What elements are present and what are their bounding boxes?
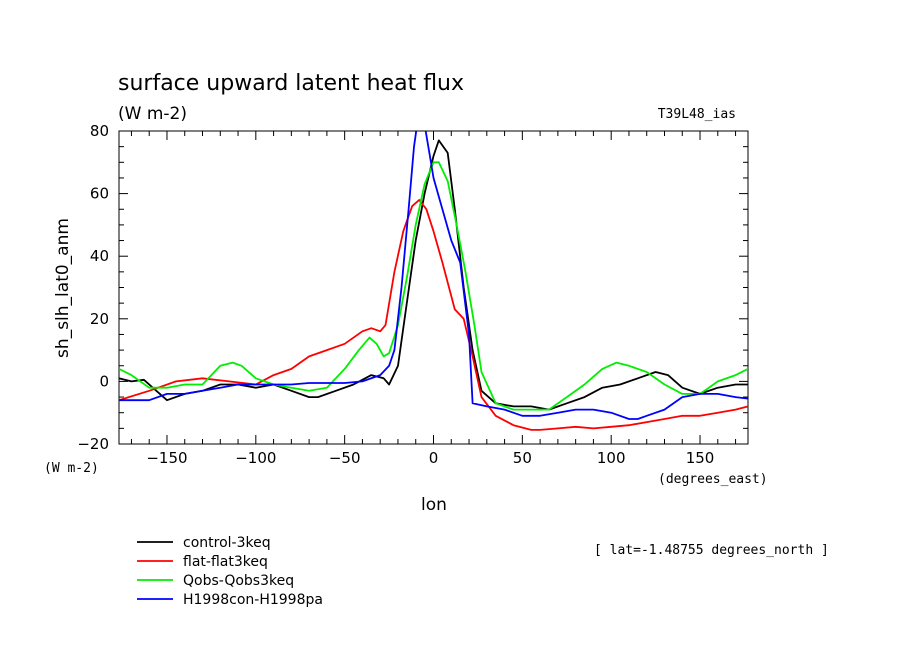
y-axis-label: sh_slh_lat0_anm xyxy=(53,218,73,358)
series-line-H1998con-H1998pa xyxy=(119,131,748,420)
y-axis-units: (W m-2) xyxy=(44,461,99,476)
x-axis-units: (degrees_east) xyxy=(658,472,768,487)
x-tick-label: −150 xyxy=(146,449,187,467)
legend-label: H1998con-H1998pa xyxy=(183,592,323,608)
chart-title: surface upward latent heat flux xyxy=(118,71,464,96)
legend-label: control-3keq xyxy=(183,535,271,551)
series-line-flat-flat3keq xyxy=(119,199,748,431)
legend-label: Qobs-Qobs3keq xyxy=(183,573,294,589)
title-units: (W m-2) xyxy=(118,104,187,124)
y-tick-label: 80 xyxy=(90,122,109,140)
plot-area: −150 −100 −50 0 50 100 150 −20 0 20 40 60 80 xyxy=(77,122,749,467)
series-line-Qobs-Qobs3keq xyxy=(119,161,748,411)
x-tick-label: −50 xyxy=(329,449,361,467)
x-tick-label: 0 xyxy=(429,449,439,467)
legend: control-3keq flat-flat3keq Qobs-Qobs3keq H1… xyxy=(137,535,323,608)
x-axis-label: lon xyxy=(421,495,447,515)
x-tick-label: −100 xyxy=(235,449,276,467)
latitude-annotation: [ lat=-1.48755 degrees_north ] xyxy=(594,543,829,558)
x-tick-label: 50 xyxy=(513,449,532,467)
y-tick-label: 40 xyxy=(90,247,109,265)
legend-label: flat-flat3keq xyxy=(183,554,268,570)
series-lines xyxy=(119,131,748,431)
x-tick-label: 150 xyxy=(686,449,715,467)
y-tick-label: 60 xyxy=(90,185,109,203)
x-tick-label: 100 xyxy=(597,449,626,467)
y-tick-label: 20 xyxy=(90,310,109,328)
y-tick-label: −20 xyxy=(77,435,109,453)
model-label: T39L48_ias xyxy=(658,107,736,122)
y-tick-label: 0 xyxy=(99,372,109,390)
